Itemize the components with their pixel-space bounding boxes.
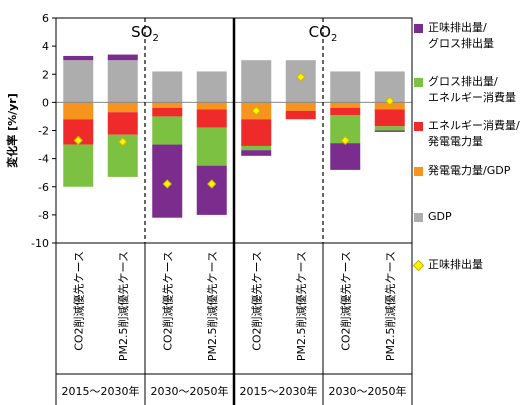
bar-segment — [330, 143, 361, 170]
y-tick-label: 4 — [42, 40, 49, 53]
legend-diamond-icon — [413, 260, 424, 271]
panel-label: CO2 — [309, 23, 338, 44]
bar-segment — [63, 102, 94, 120]
bar-segment — [374, 126, 405, 131]
y-tick-label: 0 — [42, 96, 49, 109]
legend-item-power-gdp: 発電電力量/GDP — [414, 163, 532, 179]
net-marker — [251, 106, 261, 116]
y-axis-label: 変化率 [%/yr] — [5, 93, 19, 168]
category-label: CO2削減優先ケース — [71, 251, 85, 351]
legend-item-energy-power: エネルギー消費量/ 発電電力量 — [414, 118, 532, 150]
bar-segment — [107, 54, 138, 61]
legend: 正味排出量/ グロス排出量 グロス排出量/ エネルギー消費量 エネルギー消費量/… — [413, 0, 532, 290]
bar-segment — [285, 110, 316, 120]
y-tick-label: -2 — [38, 125, 49, 138]
net-marker — [73, 135, 83, 146]
bar-segment — [63, 55, 94, 61]
net-marker — [207, 179, 217, 189]
net-marker — [340, 135, 350, 146]
category-label: CO2削減優先ケース — [249, 251, 263, 351]
category-label: PM2.5削減優先ケース — [294, 251, 308, 361]
legend-label-net-gross: 正味排出量/ グロス排出量 — [428, 21, 494, 50]
net-marker — [296, 72, 306, 82]
legend-label-energy-power: エネルギー消費量/ 発電電力量 — [428, 119, 520, 148]
period-label: 2015～2030年 — [240, 384, 318, 398]
bar-segment — [152, 108, 183, 117]
bar-segment — [196, 165, 227, 215]
y-tick-label: -4 — [38, 153, 49, 166]
net-marker — [118, 137, 128, 147]
legend-item-gross-energy: グロス排出量/ エネルギー消費量 — [414, 74, 532, 106]
bar-segment — [330, 102, 361, 108]
bar-segment — [241, 145, 272, 151]
bar-segment — [196, 109, 227, 128]
bar-segment — [241, 150, 272, 156]
bar-segment — [196, 102, 227, 110]
legend-swatch-gross-energy — [414, 78, 423, 87]
period-label: 2015～2030年 — [62, 384, 140, 398]
bar-segment — [374, 130, 405, 132]
bar-segment — [152, 116, 183, 145]
category-label: CO2削減優先ケース — [160, 251, 174, 351]
legend-label-gross-energy: グロス排出量/ エネルギー消費量 — [428, 75, 516, 104]
y-tick-label: -8 — [38, 209, 49, 222]
period-label: 2030～2050年 — [329, 384, 407, 398]
bar-segment — [374, 109, 405, 127]
bar-segment — [107, 60, 138, 103]
bar-segment — [330, 108, 361, 116]
legend-label-gdp: GDP — [428, 210, 452, 223]
legend-item-net-gross: 正味排出量/ グロス排出量 — [414, 20, 532, 52]
y-tick-label: 2 — [42, 68, 49, 81]
bar-segment — [196, 71, 227, 103]
y-tick-label: 6 — [42, 12, 49, 25]
bar-segment — [152, 102, 183, 108]
bar-segment — [196, 127, 227, 166]
bar-segment — [374, 102, 405, 110]
category-label: PM2.5削減優先ケース — [383, 251, 397, 361]
category-label: PM2.5削減優先ケース — [116, 251, 130, 361]
y-tick-label: -10 — [31, 237, 49, 250]
bar-segment — [107, 102, 138, 113]
bar-segment — [241, 119, 272, 146]
net-marker — [162, 179, 172, 189]
legend-item-gdp: GDP — [414, 209, 532, 225]
bar-segment — [241, 60, 272, 103]
bar-segment — [330, 71, 361, 103]
legend-swatch-net-gross — [414, 24, 423, 33]
legend-label-net: 正味排出量 — [428, 258, 483, 271]
legend-swatch-power-gdp — [414, 167, 423, 176]
category-label: CO2削減優先ケース — [338, 251, 352, 351]
bar-segment — [63, 144, 94, 187]
legend-swatch-energy-power — [414, 122, 423, 131]
bar-segment — [285, 102, 316, 111]
bar-segment — [63, 60, 94, 103]
category-label: PM2.5削減優先ケース — [205, 251, 219, 361]
period-label: 2030～2050年 — [151, 384, 229, 398]
panel-label: SO2 — [131, 23, 159, 44]
bar-segment — [107, 112, 138, 135]
legend-label-power-gdp: 発電電力量/GDP — [428, 164, 511, 177]
y-tick-label: -6 — [38, 181, 49, 194]
net-marker — [385, 96, 395, 106]
bar-segment — [152, 71, 183, 103]
legend-item-net: 正味排出量 — [413, 257, 532, 273]
legend-swatch-gdp — [414, 213, 423, 222]
